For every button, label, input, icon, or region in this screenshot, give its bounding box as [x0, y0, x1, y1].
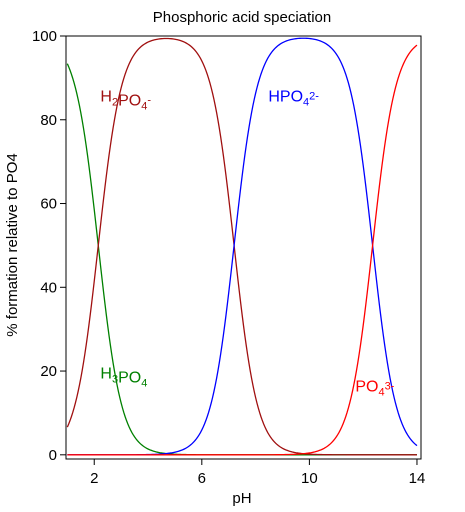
plot-frame [65, 35, 422, 460]
chart-title: Phosphoric acid speciation [153, 9, 331, 26]
y-tick-label: 60 [40, 196, 57, 213]
series-line-H3PO4 [66, 63, 417, 456]
series-label-HPO4-2-: HPO42- [268, 89, 319, 109]
y-tick-label: 40 [40, 279, 57, 296]
series-label-H2PO4-: H2PO4- [100, 89, 151, 113]
series-label-H3PO4: H3PO4 [100, 366, 147, 390]
x-axis-label: pH [232, 490, 251, 507]
y-tick-label: 20 [40, 363, 57, 380]
y-tick-label: 80 [40, 112, 57, 129]
series-labels: H3PO4 H2PO4- HPO42- PO43- [100, 89, 394, 399]
series-label-PO4-3-: PO43- [355, 378, 394, 398]
y-tick-label: 100 [32, 28, 57, 45]
series-layer [66, 37, 418, 456]
y-tick-label: 0 [49, 447, 57, 464]
x-tick-label: 14 [409, 470, 426, 487]
x-tick-label: 6 [198, 470, 206, 487]
x-tick-label: 2 [90, 470, 98, 487]
series-line-PO4-3- [67, 44, 418, 456]
y-axis-label: % formation relative to PO4 [4, 153, 21, 336]
series-line-H2PO4- [66, 37, 417, 456]
x-tick-label: 10 [301, 470, 318, 487]
axes: 2 6 10 14 0 20 40 60 80 100 [32, 28, 425, 487]
